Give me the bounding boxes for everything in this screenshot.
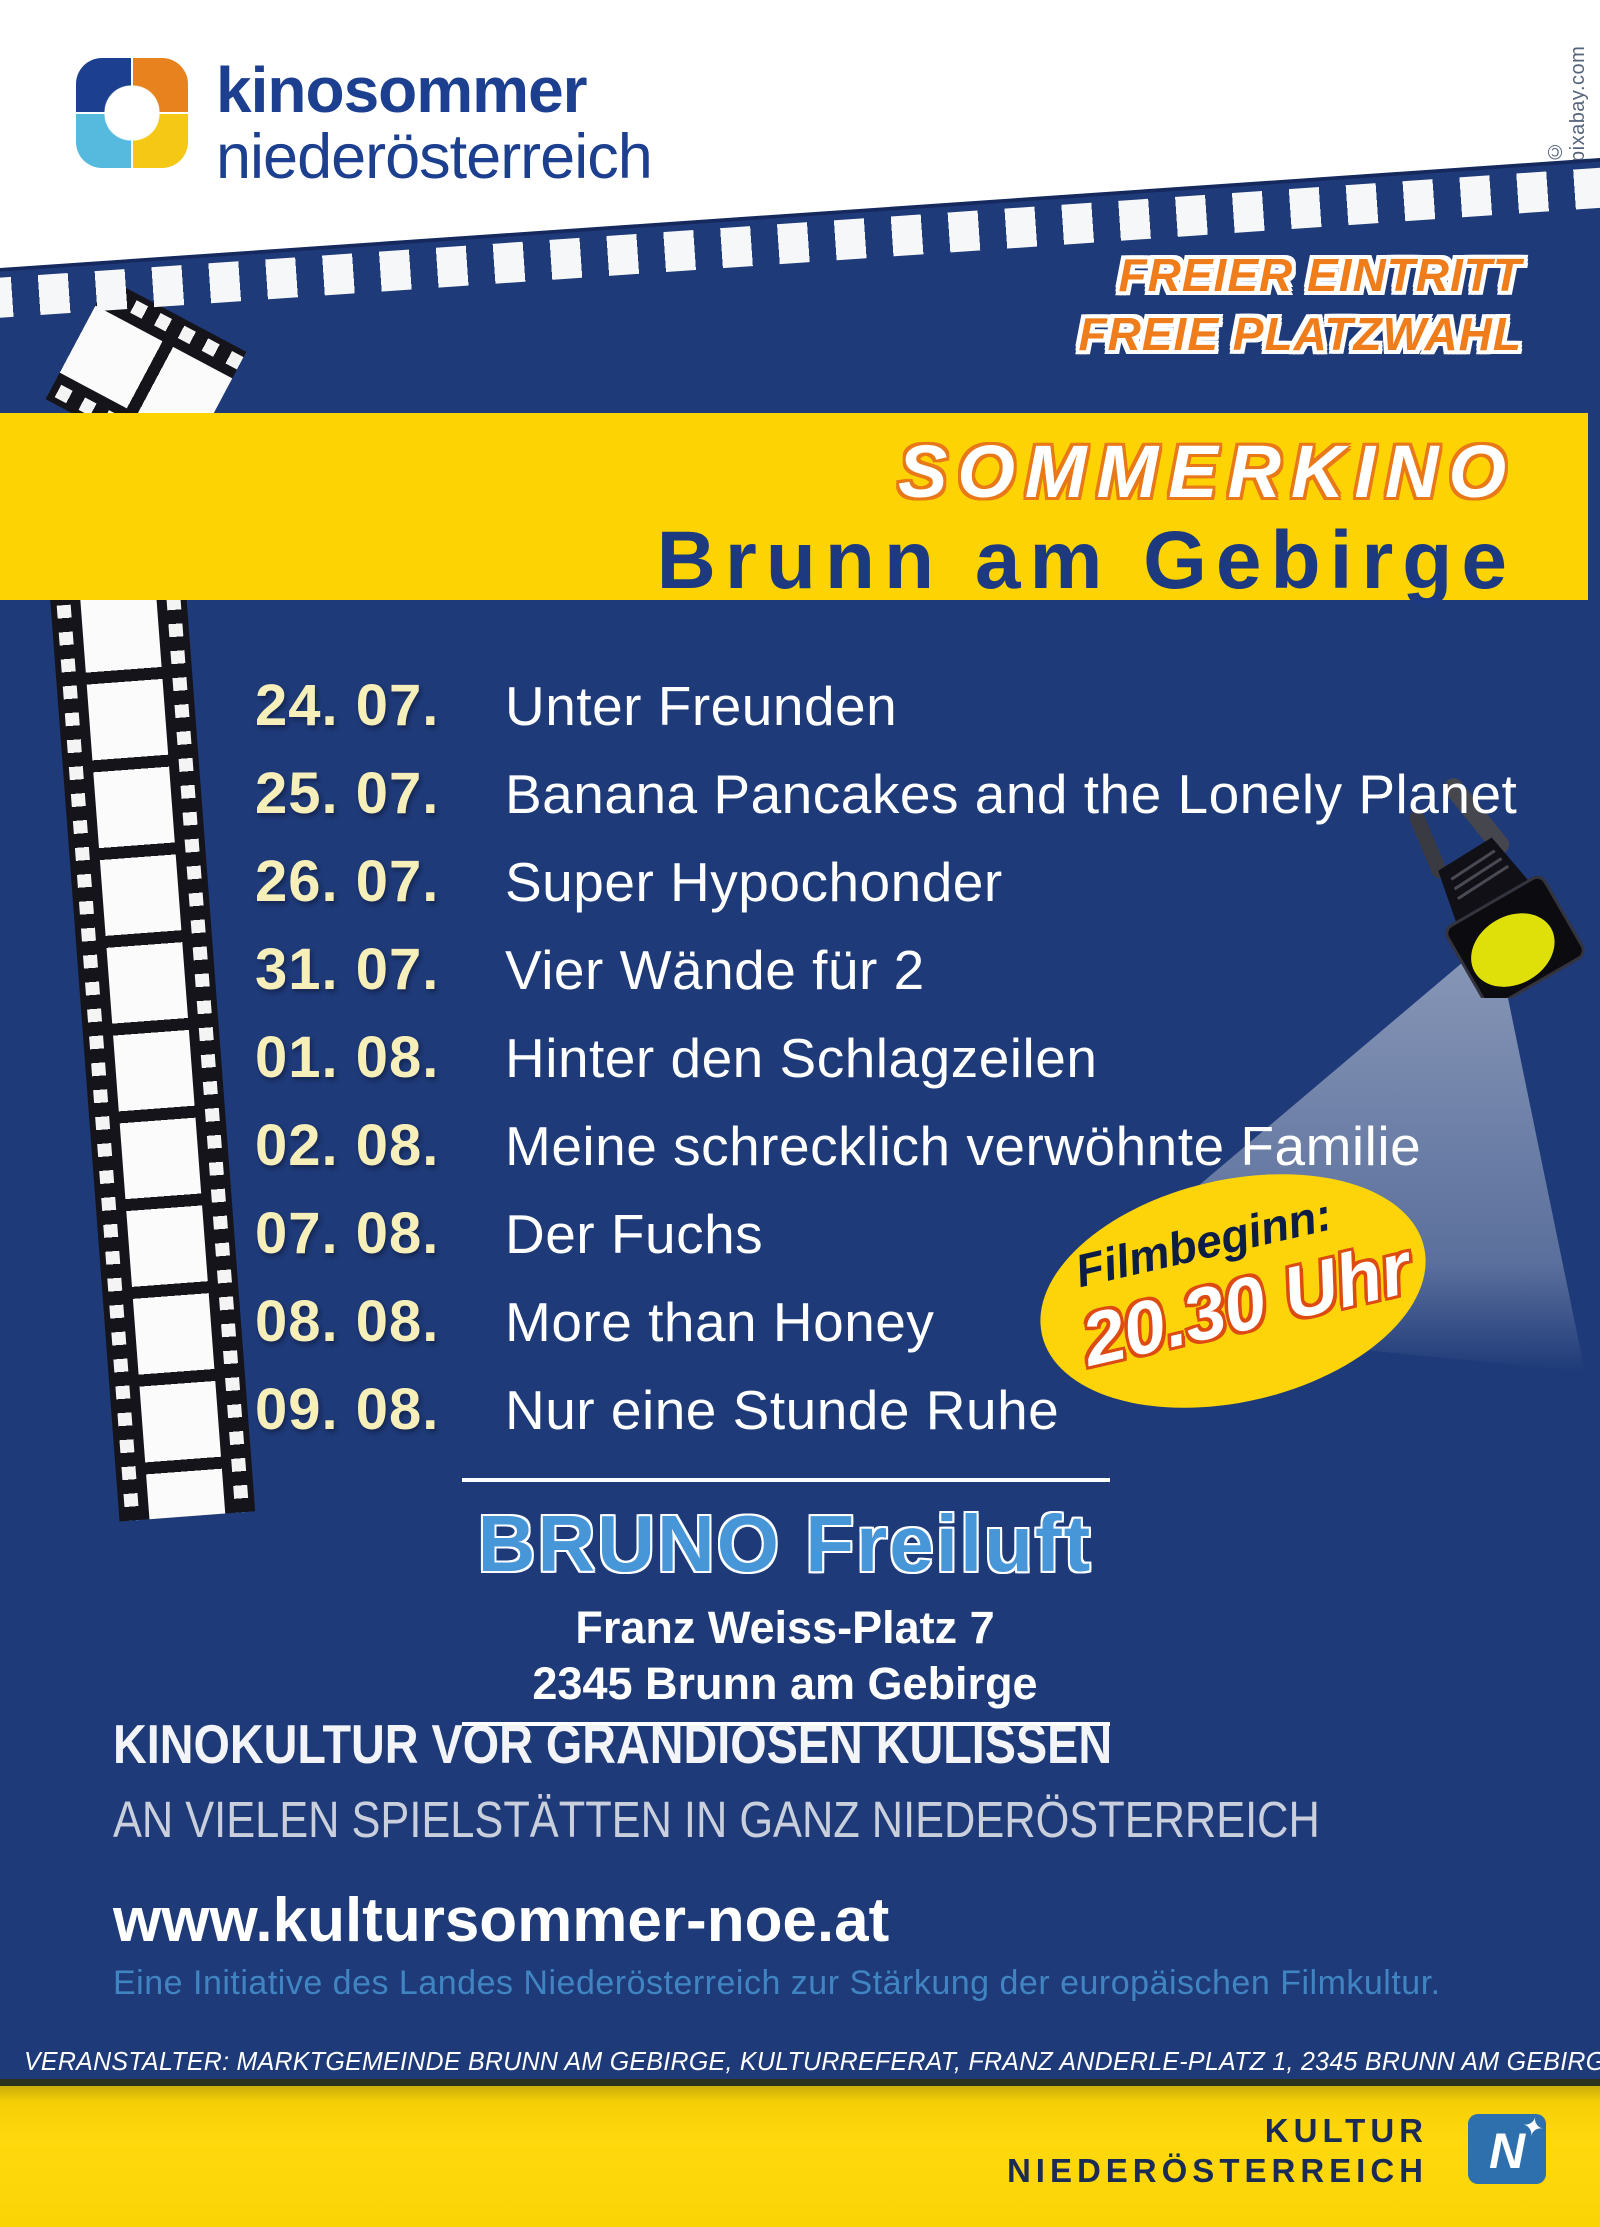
schedule-title: Banana Pancakes and the Lonely Planet	[505, 763, 1518, 825]
event-kicker: SOMMERKINO	[898, 430, 1516, 513]
schedule-date: 09. 08.	[255, 1377, 440, 1442]
kinosommer-logo-icon	[76, 58, 188, 168]
schedule-date: 07. 08.	[255, 1201, 440, 1266]
event-title: Brunn am Gebirge	[656, 515, 1516, 606]
venue-name: BRUNO Freiluft	[477, 1499, 1093, 1588]
header: kinosommer niederösterreich © pixabay.co…	[0, 0, 1600, 268]
initiative-note: Eine Initiative des Landes Niederösterre…	[113, 1964, 1441, 2002]
schedule-date: 31. 07.	[255, 937, 440, 1002]
schedule-title: More than Honey	[505, 1291, 935, 1353]
kinosommer-logo: kinosommer niederösterreich	[76, 54, 653, 192]
schedule-row: 08. 08. More than Honey	[255, 1288, 1517, 1376]
claim-line1: KINOKULTUR VOR GRANDIOSEN KULISSEN	[113, 1713, 1113, 1775]
claim-line2: AN VIELEN SPIELSTÄTTEN IN GANZ NIEDERÖST…	[113, 1791, 1320, 1848]
star-icon: ✦	[1519, 2110, 1547, 2144]
schedule-date: 25. 07.	[255, 761, 440, 826]
schedule-title: Nur eine Stunde Ruhe	[505, 1379, 1060, 1441]
schedule-title: Unter Freunden	[505, 675, 898, 737]
schedule-title: Hinter den Schlagzeilen	[505, 1027, 1098, 1089]
schedule-title: Meine schrecklich verwöhnte Familie	[505, 1115, 1422, 1177]
footer-bar: KULTUR NIEDERÖSTERREICH N ✦	[0, 2086, 1600, 2227]
venue-address-line1: Franz Weiss-Platz 7	[575, 1602, 995, 1653]
schedule-date: 01. 08.	[255, 1025, 440, 1090]
n-letter: N	[1488, 2123, 1526, 2179]
claim-block: KINOKULTUR VOR GRANDIOSEN KULISSEN AN VI…	[113, 1712, 1533, 1849]
footer-separator	[0, 2079, 1600, 2086]
schedule-title: Der Fuchs	[505, 1203, 764, 1265]
free-entry-note: FREIER EINTRITT FREIE PLATZWAHL	[1079, 246, 1522, 364]
schedule-row: 26. 07. Super Hypochonder	[255, 848, 1517, 936]
schedule-title: Super Hypochonder	[505, 851, 1003, 913]
schedule-row: 09. 08. Nur eine Stunde Ruhe	[255, 1376, 1517, 1464]
schedule-row: 01. 08. Hinter den Schlagzeilen	[255, 1024, 1517, 1112]
logo-line2: niederösterreich	[216, 122, 653, 192]
divider-line	[462, 1478, 1110, 1482]
schedule-row: 31. 07. Vier Wände für 2	[255, 936, 1517, 1024]
schedule-date: 26. 07.	[255, 849, 440, 914]
free-entry-line1: FREIER EINTRITT	[1118, 249, 1522, 301]
venue-address: Franz Weiss-Platz 7 2345 Brunn am Gebirg…	[400, 1600, 1170, 1712]
logo-line1: kinosommer	[216, 54, 588, 126]
schedule-row: 25. 07. Banana Pancakes and the Lonely P…	[255, 760, 1517, 848]
title-banner: SOMMERKINO Brunn am Gebirge	[0, 413, 1588, 606]
venue-address-line2: 2345 Brunn am Gebirge	[532, 1658, 1038, 1709]
schedule-date: 08. 08.	[255, 1289, 440, 1354]
divider-line	[462, 1722, 1110, 1726]
free-entry-line2: FREIE PLATZWAHL	[1078, 308, 1522, 360]
website-url: www.kultursommer-noe.at	[113, 1886, 890, 1955]
schedule-row: 24. 07. Unter Freunden	[255, 672, 1517, 760]
schedule-row: 07. 08. Der Fuchs	[255, 1200, 1517, 1288]
organizer-note: VERANSTALTER: MARKTGEMEINDE BRUNN AM GEB…	[24, 2046, 1600, 2076]
filmstrip-left	[50, 588, 256, 1522]
kultur-noe-wordmark: KULTUR NIEDERÖSTERREICH	[1007, 2114, 1428, 2187]
brand-line2: NIEDERÖSTERREICH	[1006, 2152, 1428, 2189]
niederoesterreich-logo: N ✦	[1468, 2110, 1547, 2184]
brand-line1: KULTUR	[1264, 2112, 1428, 2149]
schedule-date: 02. 08.	[255, 1113, 440, 1178]
film-schedule: 24. 07. Unter Freunden 25. 07. Banana Pa…	[255, 672, 1517, 1464]
schedule-title: Vier Wände für 2	[505, 939, 925, 1001]
photo-credit: © pixabay.com	[1544, 45, 1589, 162]
schedule-date: 24. 07.	[255, 673, 440, 738]
